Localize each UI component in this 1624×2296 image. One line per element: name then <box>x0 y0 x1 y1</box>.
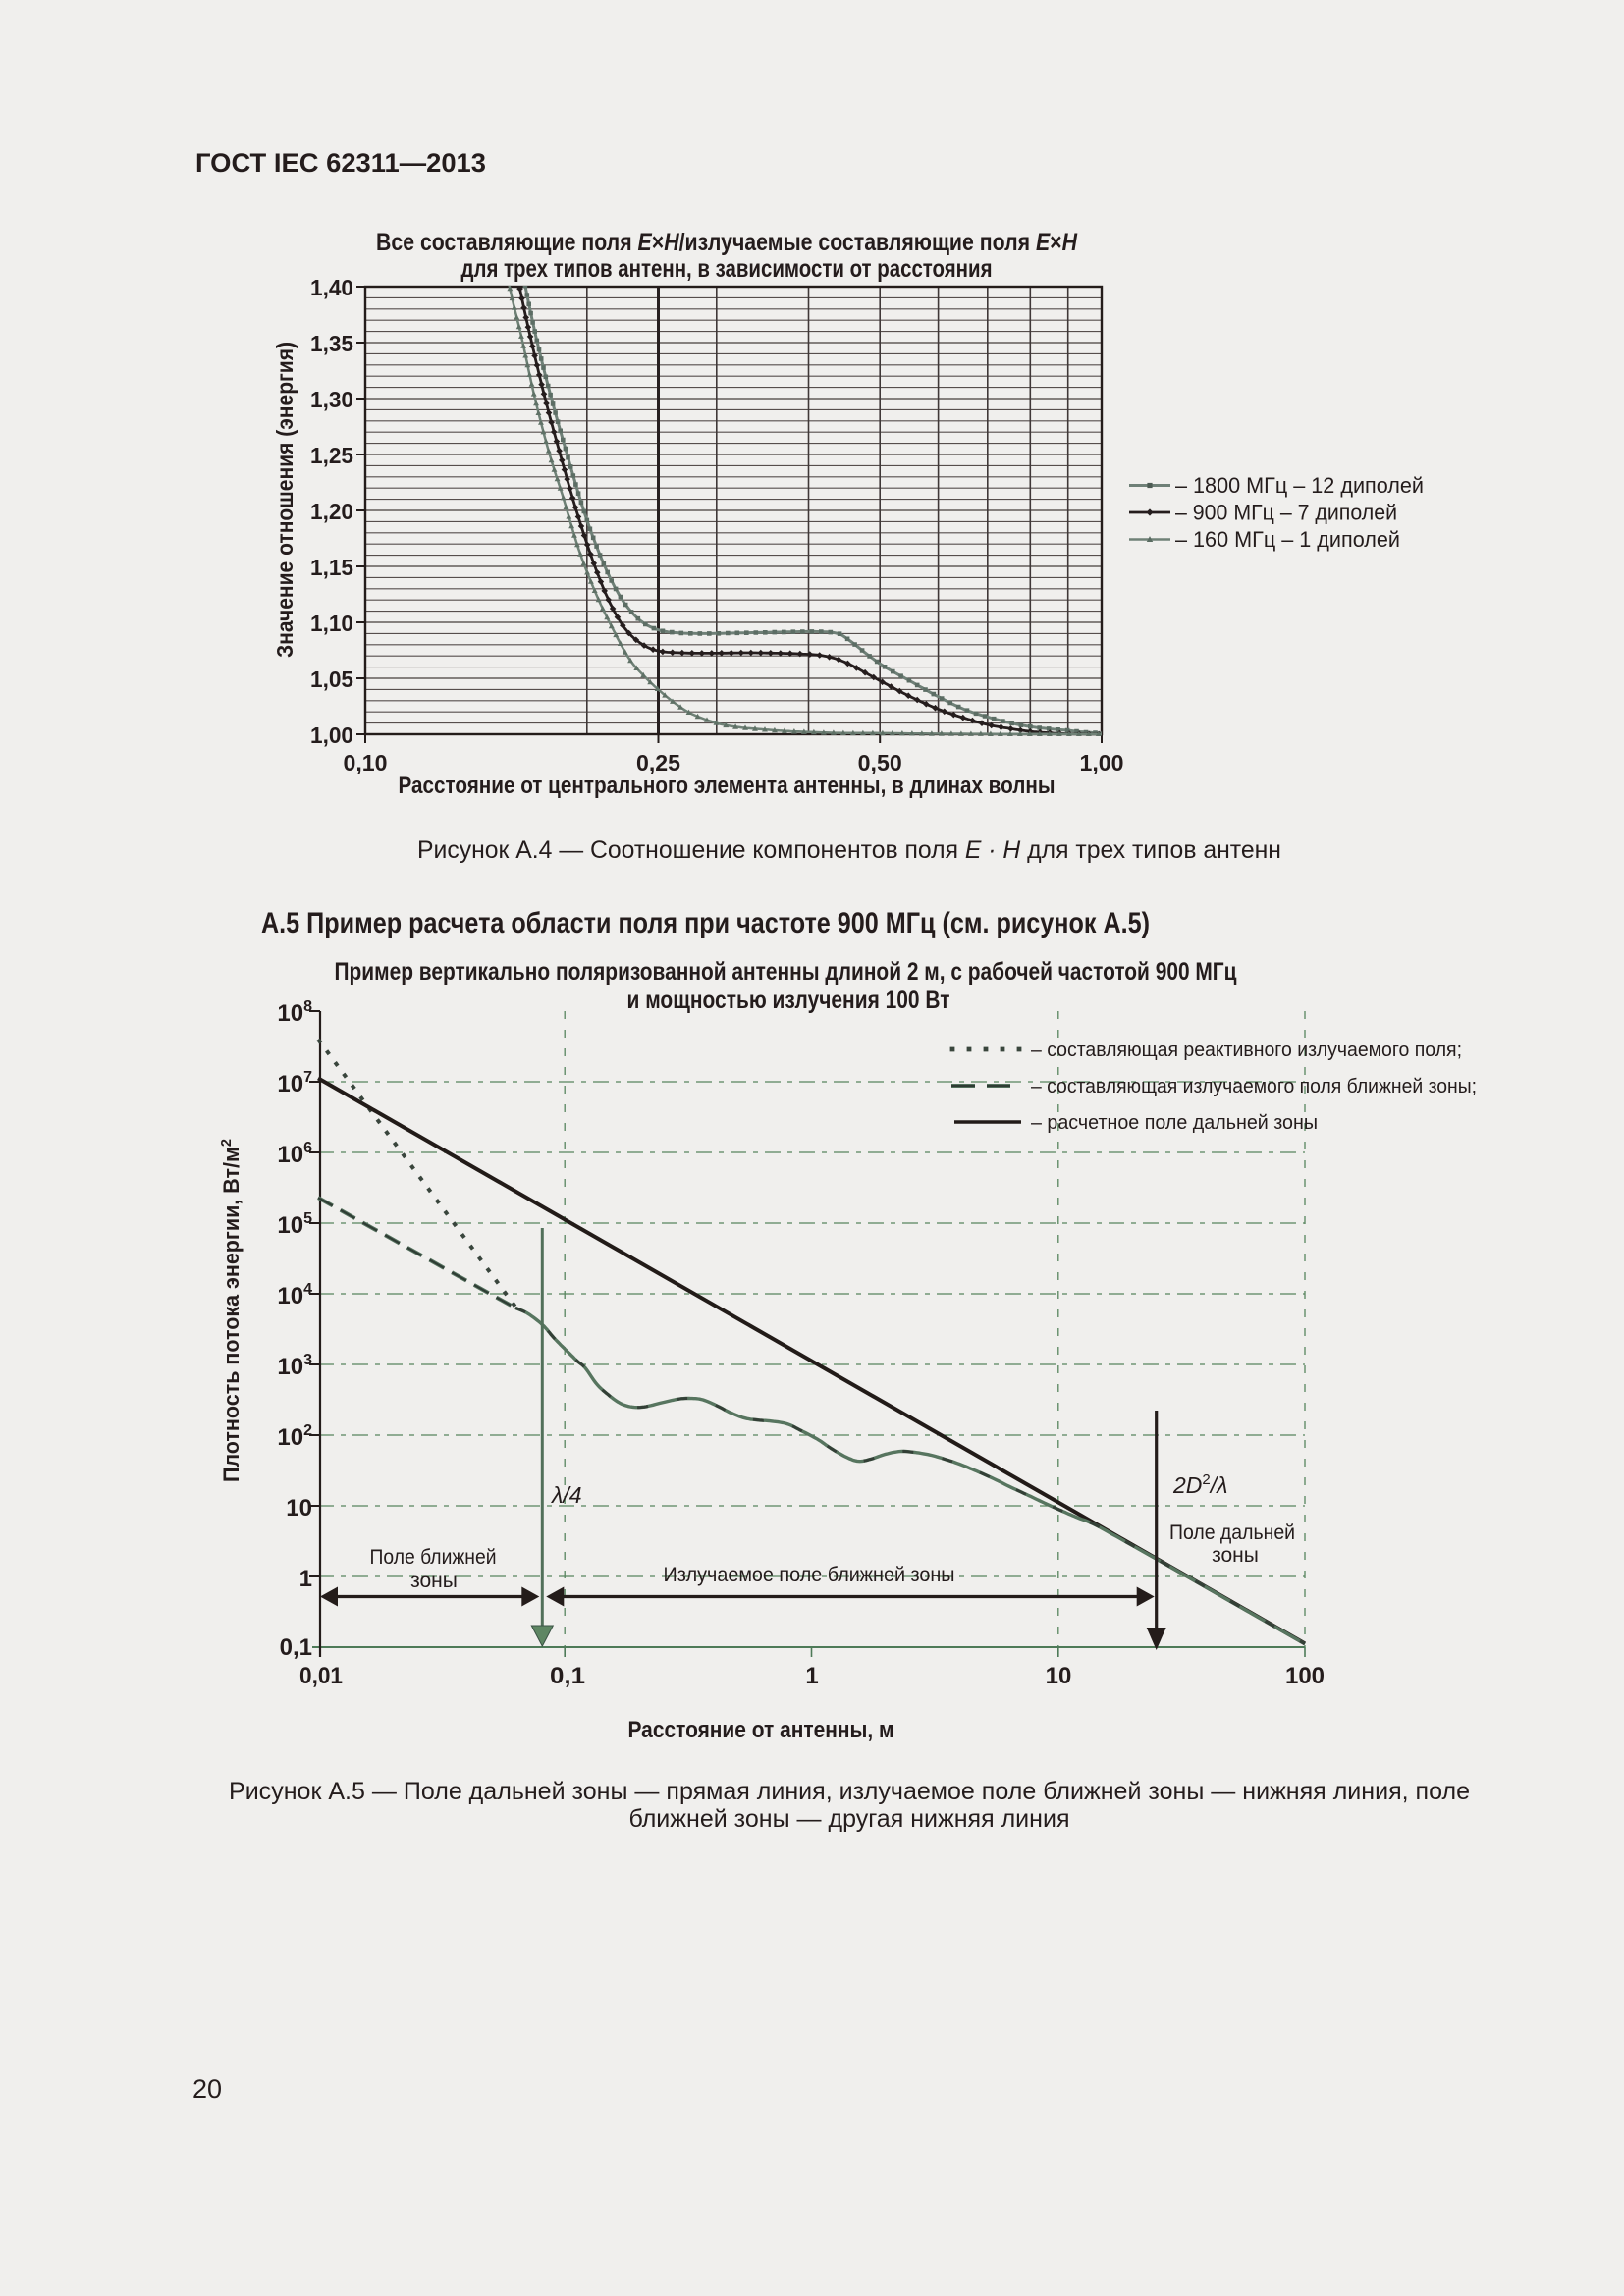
svg-text:Поле ближней: Поле ближней <box>370 1546 497 1569</box>
svg-text:λ/4: λ/4 <box>550 1482 582 1508</box>
svg-text:Рисунок А.4 — Соотношение комп: Рисунок А.4 — Соотношение компонентов по… <box>417 836 1281 864</box>
svg-text:100: 100 <box>1285 1663 1325 1689</box>
svg-text:1,15: 1,15 <box>310 555 353 580</box>
svg-text:1,30: 1,30 <box>310 387 353 412</box>
svg-text:0,1: 0,1 <box>280 1634 312 1661</box>
svg-text:1,20: 1,20 <box>310 499 353 524</box>
svg-text:0,10: 0,10 <box>344 750 388 775</box>
svg-text:20: 20 <box>192 2074 222 2104</box>
svg-text:1,40: 1,40 <box>310 275 353 300</box>
svg-text:10: 10 <box>1046 1663 1072 1689</box>
svg-text:0,01: 0,01 <box>299 1663 343 1689</box>
svg-text:зоны: зоны <box>1212 1544 1259 1567</box>
svg-text:ГОСТ IEC 62311—2013: ГОСТ IEC 62311—2013 <box>195 148 486 178</box>
svg-text:106: 106 <box>277 1140 312 1168</box>
svg-text:108: 108 <box>277 998 312 1027</box>
svg-text:1: 1 <box>299 1566 312 1592</box>
svg-text:1,00: 1,00 <box>310 722 353 748</box>
svg-text:– составляющая излучаемого пол: – составляющая излучаемого поля ближней … <box>1031 1076 1477 1097</box>
svg-text:– 900 МГц – 7 диполей: – 900 МГц – 7 диполей <box>1175 501 1397 525</box>
svg-text:107: 107 <box>277 1069 312 1097</box>
svg-text:Плотность потока энергии, Вт/м: Плотность потока энергии, Вт/м2 <box>218 1139 244 1482</box>
svg-text:1: 1 <box>805 1663 818 1689</box>
svg-text:10: 10 <box>286 1495 312 1522</box>
svg-text:1,35: 1,35 <box>310 331 353 356</box>
svg-text:Расстояние от центрального эле: Расстояние от центрального элемента анте… <box>399 773 1056 799</box>
svg-text:– 160 МГц – 1 диполей: – 160 МГц – 1 диполей <box>1175 527 1400 552</box>
svg-text:Пример вертикально поляризован: Пример вертикально поляризованной антенн… <box>335 958 1238 986</box>
svg-text:103: 103 <box>277 1352 312 1380</box>
svg-text:0,1: 0,1 <box>550 1663 585 1689</box>
svg-text:для трех типов антенн, в завис: для трех типов антенн, в зависимости от … <box>461 255 993 283</box>
svg-text:104: 104 <box>277 1281 312 1309</box>
svg-text:105: 105 <box>277 1210 312 1239</box>
svg-text:0,25: 0,25 <box>636 750 680 775</box>
svg-text:и мощностью излучения 100 Вт: и мощностью излучения 100 Вт <box>627 987 950 1014</box>
svg-text:1,25: 1,25 <box>310 443 353 468</box>
svg-text:1,05: 1,05 <box>310 667 353 692</box>
svg-text:Рисунок А.5 — Поле дальней зон: Рисунок А.5 — Поле дальней зоны — прямая… <box>229 1778 1470 1805</box>
svg-text:0,50: 0,50 <box>858 750 902 775</box>
svg-text:– 1800 МГц – 12 диполей: – 1800 МГц – 12 диполей <box>1175 473 1424 498</box>
svg-text:– составляющая реактивного изл: – составляющая реактивного излучаемого п… <box>1031 1040 1462 1061</box>
svg-text:– расчетное поле дальней зоны: – расчетное поле дальней зоны <box>1031 1112 1318 1134</box>
svg-text:2D2/λ: 2D2/λ <box>1172 1471 1227 1498</box>
svg-text:102: 102 <box>277 1422 312 1451</box>
svg-text:Значение отношения (энергия): Значение отношения (энергия) <box>272 342 298 658</box>
svg-text:ближней зоны — другая нижняя л: ближней зоны — другая нижняя линия <box>629 1805 1070 1833</box>
svg-text:Все составляющие поля E×H/излу: Все составляющие поля E×H/излучаемые сос… <box>376 229 1078 256</box>
svg-text:Поле дальней: Поле дальней <box>1169 1522 1295 1544</box>
svg-text:зоны: зоны <box>410 1570 458 1592</box>
svg-text:А.5 Пример расчета области пол: А.5 Пример расчета области поля при част… <box>261 907 1150 939</box>
svg-text:1,10: 1,10 <box>310 611 353 636</box>
svg-text:1,00: 1,00 <box>1080 750 1124 775</box>
svg-text:Излучаемое поле ближней зоны: Излучаемое поле ближней зоны <box>664 1564 955 1586</box>
svg-text:Расстояние от антенны, м: Расстояние от антенны, м <box>628 1717 894 1743</box>
